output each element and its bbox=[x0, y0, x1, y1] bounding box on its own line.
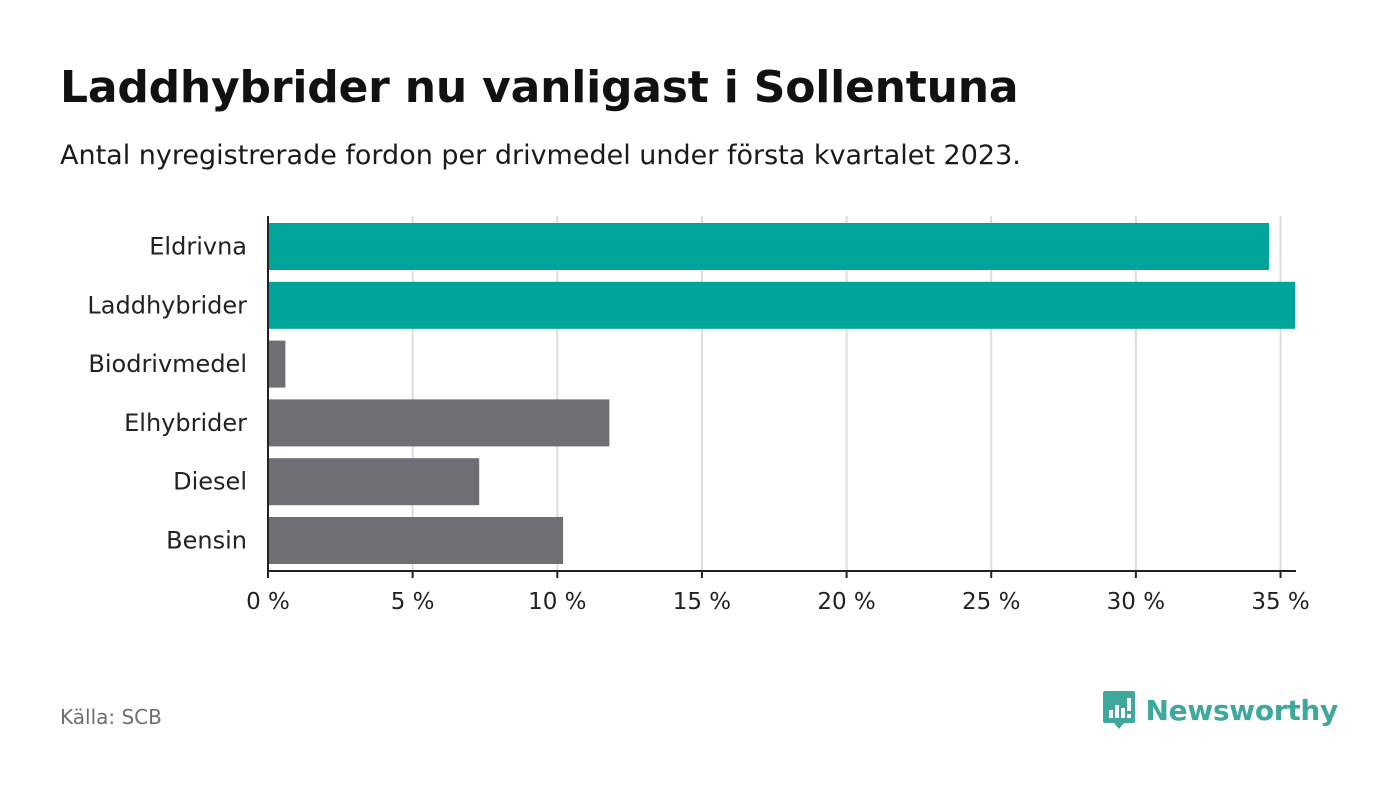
newsworthy-logo-icon bbox=[1102, 691, 1135, 729]
brand-logo: Newsworthy bbox=[1102, 690, 1338, 730]
brand-name: Newsworthy bbox=[1145, 693, 1339, 727]
bar-laddhybrider bbox=[268, 281, 1295, 329]
category-label-eldrivna: Eldrivna bbox=[149, 233, 247, 261]
x-tick-label-10: 10 % bbox=[528, 589, 586, 615]
x-tick-label-20: 20 % bbox=[817, 589, 875, 615]
x-tick-label-25: 25 % bbox=[962, 589, 1020, 615]
bar-biodrivmedel bbox=[268, 340, 286, 388]
category-label-bensin: Bensin bbox=[166, 527, 247, 555]
category-label-biodrivmedel: Biodrivmedel bbox=[88, 350, 247, 378]
chart-title: Laddhybrider nu vanligast i Sollentuna bbox=[60, 62, 1019, 113]
bar-chart: Eldrivna Laddhybrider Biodrivmedel Elhybrid… bbox=[87, 216, 1310, 615]
x-tick-label-5: 5 % bbox=[391, 589, 435, 615]
bar-bensin bbox=[268, 517, 564, 564]
x-tick-label-30: 30 % bbox=[1107, 589, 1165, 615]
source-note: Källa: SCB bbox=[60, 705, 162, 729]
x-tick-label-0: 0 % bbox=[246, 589, 290, 615]
bar-elhybrider bbox=[268, 399, 610, 447]
x-tick-label-15: 15 % bbox=[673, 589, 731, 615]
bar-eldrivna bbox=[268, 223, 1269, 270]
chart-subtitle: Antal nyregistrerade fordon per drivmede… bbox=[60, 140, 1021, 171]
bar-diesel bbox=[268, 458, 480, 506]
category-label-diesel: Diesel bbox=[173, 468, 247, 496]
x-tick-label-35: 35 % bbox=[1251, 589, 1309, 615]
category-label-laddhybrider: Laddhybrider bbox=[87, 291, 247, 319]
category-label-elhybrider: Elhybrider bbox=[124, 409, 247, 437]
